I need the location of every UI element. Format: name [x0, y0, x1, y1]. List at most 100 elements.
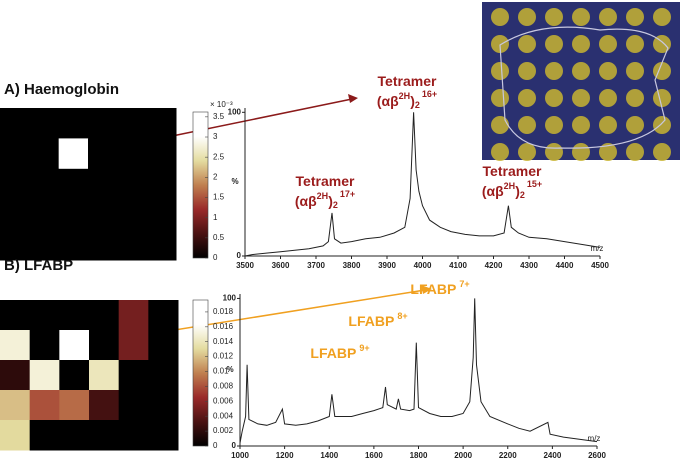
heatmap-cell [0, 199, 30, 231]
x-axis-label: m/z [591, 244, 604, 253]
spot [653, 89, 671, 107]
spot [545, 89, 563, 107]
colorbar-tick-label: 0.002 [213, 426, 234, 435]
annotation: Tetramer [483, 163, 542, 179]
spot [572, 62, 590, 80]
annotation-part: LFABP [310, 345, 356, 361]
heatmap-cell [88, 108, 118, 139]
annotation-part: (αβ [482, 183, 504, 199]
heatmap-cell [29, 330, 60, 361]
colorbar-tick-label: 1.5 [213, 193, 225, 202]
spot [545, 62, 563, 80]
annotation-part: 7+ [459, 279, 469, 289]
heatmap-cell [59, 330, 90, 361]
annotation-part: 17+ [340, 189, 355, 199]
spot [545, 35, 563, 53]
annotation-formula: (αβ2H)216+ [377, 89, 437, 110]
heatmap-cell [58, 168, 89, 200]
panel-title: B) LFABP [4, 257, 73, 274]
arrow-head [421, 285, 432, 294]
colorbar-tick-label: 0.006 [213, 396, 234, 405]
y-axis-label: % [226, 365, 233, 374]
spot [653, 116, 671, 134]
heatmap-cell [0, 330, 31, 361]
spot [626, 143, 644, 161]
panel-title: A) Haemoglobin [4, 81, 119, 98]
x-tick-label: 2400 [543, 451, 561, 459]
x-tick-label: 4400 [556, 261, 574, 270]
heatmap-cell [146, 138, 177, 170]
heatmap-cell [118, 390, 149, 421]
annotation-part: Tetramer [378, 73, 437, 89]
heatmap-cell [146, 199, 177, 231]
x-tick-label: 1400 [320, 451, 338, 459]
heatmap-cell [59, 300, 90, 331]
heatmap-cell [29, 199, 60, 231]
heatmap-cell [59, 390, 90, 421]
heatmap-cell [29, 229, 60, 261]
spot [572, 143, 590, 161]
colorbar-tick-label: 0.018 [213, 307, 234, 316]
colorbar-tick-label: 0 [213, 441, 218, 450]
heatmap-cell [118, 420, 149, 451]
annotation-formula: (αβ2H)217+ [295, 189, 355, 210]
heatmap-cell [58, 229, 89, 261]
annotation-part: 15+ [527, 179, 542, 189]
spot [518, 35, 536, 53]
spot [491, 143, 509, 161]
spot [491, 89, 509, 107]
annotation-part: 2H [504, 181, 516, 191]
spot [626, 62, 644, 80]
heatmap-cell [0, 300, 31, 331]
heatmap-cell [29, 138, 60, 170]
heatmap-cell [58, 108, 89, 139]
heatmap-cell [117, 108, 148, 139]
spot [599, 116, 617, 134]
annotation-part: LFABP [410, 281, 456, 297]
colorbar-tick-label: 3.5 [213, 112, 225, 121]
heatmap-cell [117, 168, 148, 200]
spot [599, 62, 617, 80]
annotation: LFABP 8+ [348, 311, 407, 328]
y-tick-label: 100 [223, 294, 237, 303]
heatmap-cell [146, 168, 177, 200]
heatmap-cell [88, 138, 118, 170]
spot [518, 116, 536, 134]
annotation: Tetramer [378, 73, 437, 89]
x-tick-label: 4500 [591, 261, 609, 270]
heatmap-cell [89, 390, 120, 421]
heatmap-cell [89, 330, 120, 361]
heatmap-cell [29, 300, 60, 331]
annotation-part: 2 [333, 200, 338, 210]
spot [599, 8, 617, 26]
colorbar-tick-label: 1 [213, 213, 218, 222]
spot [572, 89, 590, 107]
annotation-part: ) [410, 93, 415, 109]
x-tick-label: 2200 [499, 451, 517, 459]
heatmap-cell [0, 229, 30, 261]
spot [545, 116, 563, 134]
annotation: Tetramer [296, 173, 355, 189]
colorbar-tick-label: 0 [213, 253, 218, 262]
annotation-part: (αβ [377, 93, 399, 109]
heatmap-cell [118, 300, 149, 331]
spot [653, 8, 671, 26]
heatmap-cell [29, 390, 60, 421]
spot [518, 89, 536, 107]
heatmap-cell [0, 108, 30, 139]
heatmap-cell [0, 360, 31, 391]
colorbar-tick-label: 0.004 [213, 411, 234, 420]
heatmap-cell [59, 420, 90, 451]
annotation-part: (αβ [295, 193, 317, 209]
heatmap-cell [88, 229, 118, 261]
spectrum-line [244, 112, 601, 257]
spot [653, 35, 671, 53]
tissue-outline [499, 26, 669, 149]
y-tick-label: 100 [228, 107, 242, 116]
annotation: LFABP 7+ [410, 279, 469, 296]
x-tick-label: 1800 [410, 451, 428, 459]
colorbar-tick-label: 0.008 [213, 382, 234, 391]
y-tick-label: 0 [232, 441, 237, 450]
annotation-part: LFABP [348, 313, 394, 329]
annotation-part: Tetramer [296, 173, 355, 189]
